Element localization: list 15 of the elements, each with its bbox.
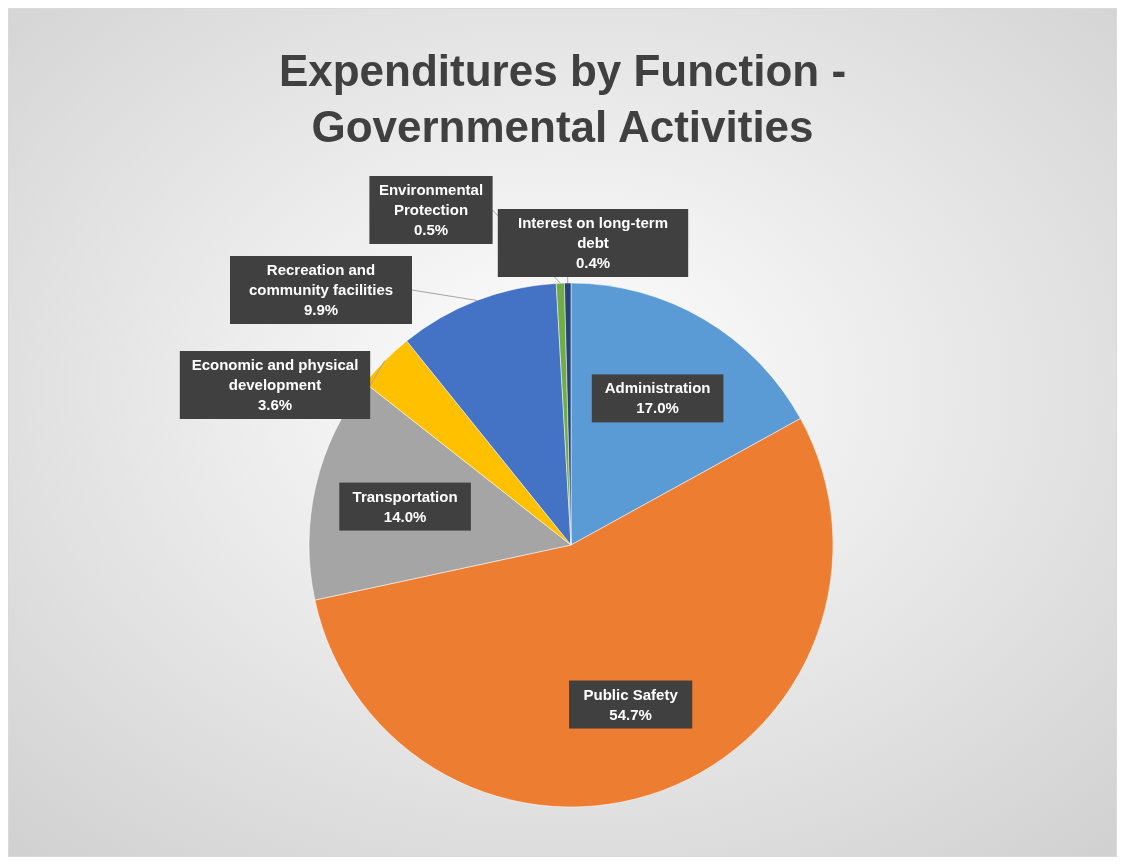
data-label: 0.4% — [575, 254, 611, 271]
slice-label: Recreation and community facilities — [248, 261, 394, 298]
data-label: 17.0% — [636, 399, 679, 417]
slice-label: Economic and physical development — [191, 356, 359, 393]
slice-label: Transportation — [352, 487, 458, 505]
slice-label: Interest on long-term debt — [517, 214, 669, 251]
slice-label: Public Safety — [583, 685, 679, 703]
data-label: 14.0% — [383, 507, 427, 525]
slice-label: Environmental Protection — [378, 181, 484, 218]
data-label: 9.9% — [303, 301, 339, 318]
chart-title: Expenditures by Function - Governmental Activities — [278, 46, 847, 151]
data-label: 0.5% — [413, 221, 449, 238]
data-label: 54.7% — [609, 705, 652, 723]
slice-label: Administration — [604, 379, 711, 397]
data-label: 3.6% — [257, 396, 293, 413]
